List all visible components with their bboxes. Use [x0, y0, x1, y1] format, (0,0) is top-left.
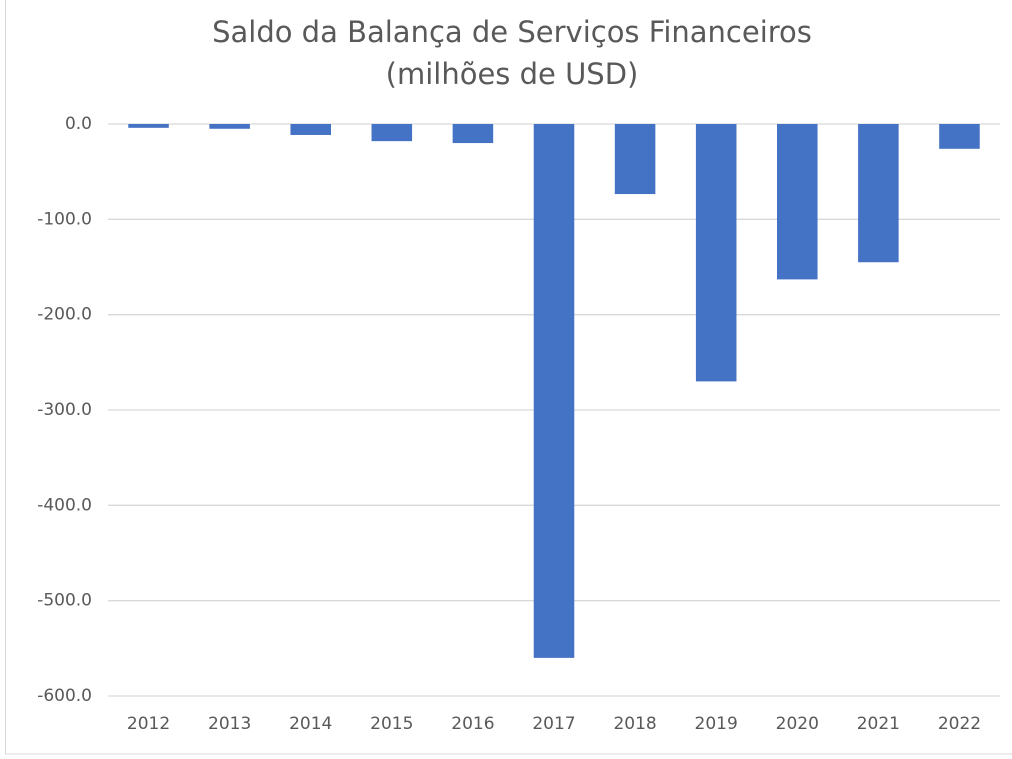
y-tick-label: -500.0	[37, 591, 92, 611]
bar	[777, 124, 818, 280]
bar	[128, 124, 169, 128]
bar	[614, 124, 656, 195]
chart-title: Saldo da Balança de Serviços Financeiros	[212, 15, 812, 49]
x-tick-label: 2019	[695, 714, 738, 734]
x-tick-label: 2014	[289, 714, 332, 734]
bar	[371, 124, 413, 142]
x-tick-label: 2013	[208, 714, 251, 734]
y-tick-label: -200.0	[37, 305, 92, 325]
y-tick-label: 0.0	[65, 114, 92, 134]
x-tick-label: 2015	[370, 714, 413, 734]
x-tick-label: 2021	[857, 714, 900, 734]
y-tick-label: -400.0	[37, 495, 92, 515]
y-tick-label: -100.0	[37, 209, 92, 229]
x-tick-label: 2022	[938, 714, 981, 734]
bar	[695, 124, 737, 382]
x-tick-label: 2012	[127, 714, 170, 734]
y-tick-label: -600.0	[37, 686, 92, 706]
chart-border	[5, 0, 1012, 755]
bar	[533, 124, 575, 658]
bar	[939, 124, 980, 149]
bar	[858, 124, 899, 263]
x-tick-label: 2017	[532, 714, 575, 734]
chart-subtitle: (milhões de USD)	[386, 57, 639, 91]
x-tick-label: 2020	[776, 714, 819, 734]
x-tick-label: 2018	[613, 714, 656, 734]
y-tick-label: -300.0	[37, 400, 92, 420]
x-tick-label: 2016	[451, 714, 494, 734]
bar	[209, 124, 250, 129]
bar	[452, 124, 494, 144]
bar	[290, 124, 331, 135]
